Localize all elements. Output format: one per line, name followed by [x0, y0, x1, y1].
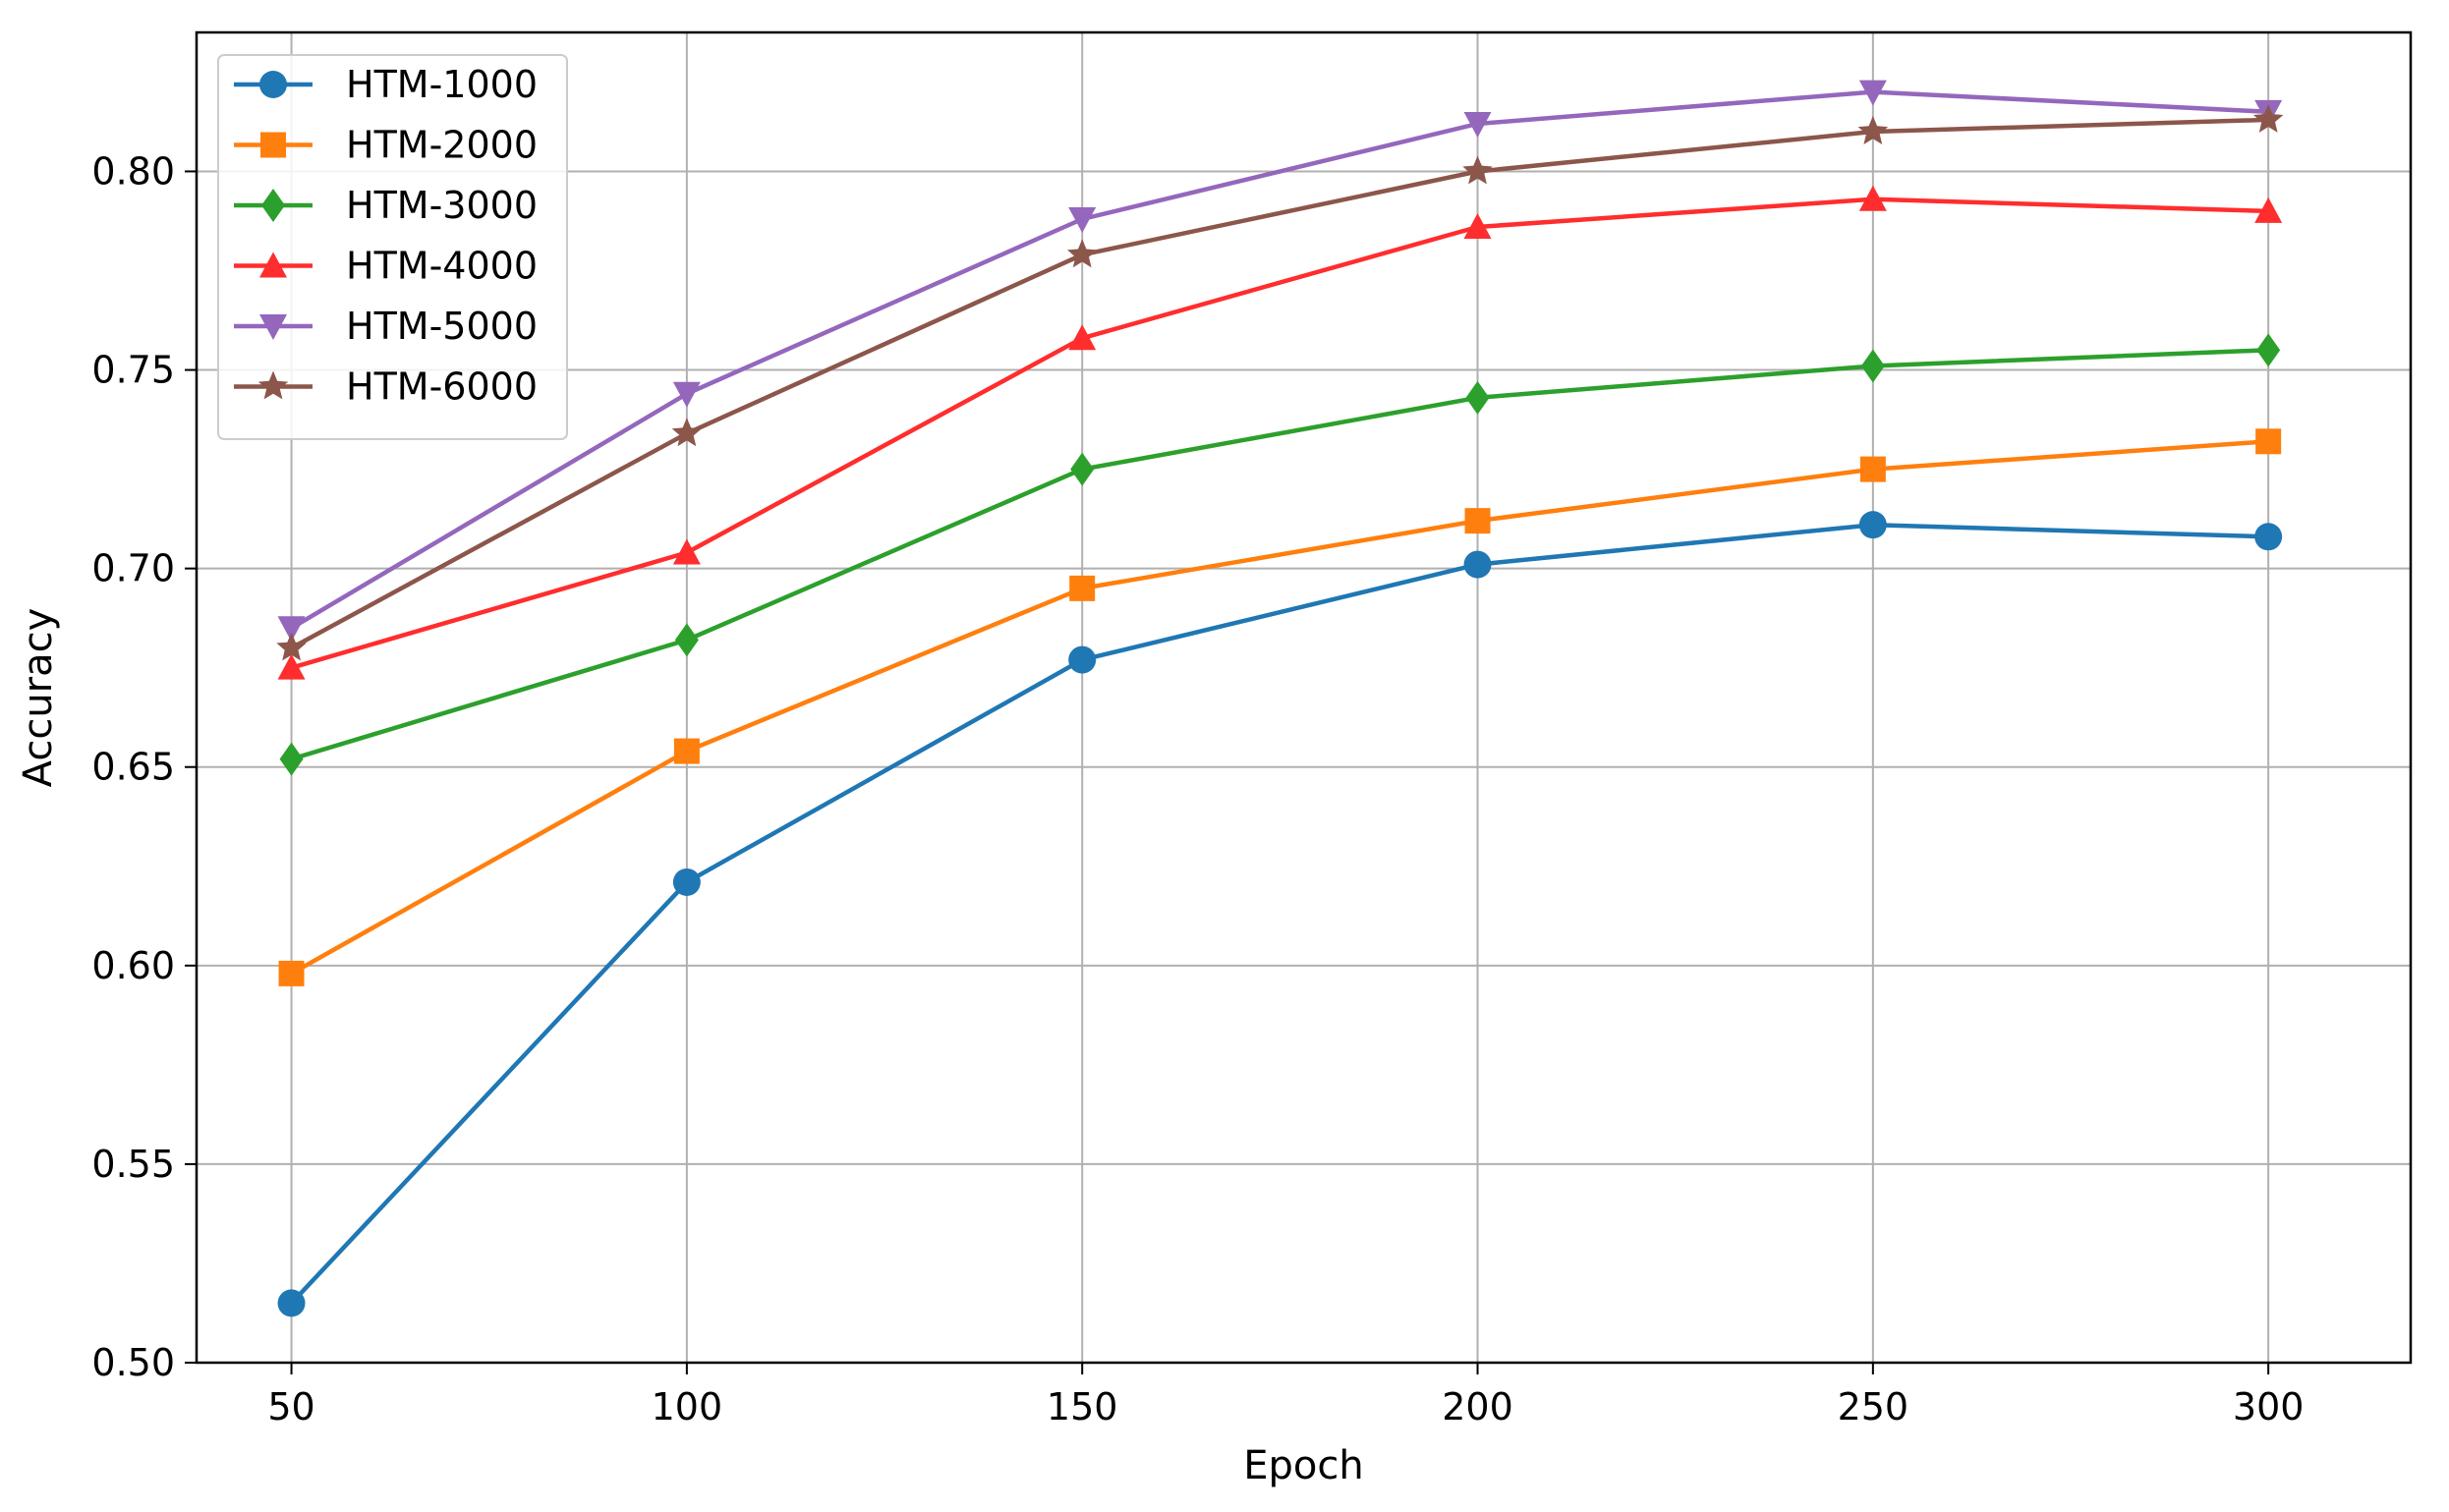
data-point — [1463, 550, 1492, 579]
data-point — [1858, 511, 1887, 539]
series-line — [290, 348, 2269, 761]
legend-marker — [260, 132, 286, 158]
legend: HTM-1000 HTM-2000 HTM-3000 HTM-4000 HTM-5000… — [217, 54, 568, 440]
y-tick-label: 0.55 — [91, 1143, 175, 1186]
series-line — [290, 196, 2269, 670]
legend-box — [217, 54, 568, 440]
data-point — [1463, 111, 1492, 138]
data-point — [277, 616, 306, 643]
series-htm-2000 — [278, 428, 2282, 986]
series-htm-6000 — [276, 103, 2284, 661]
data-point — [1858, 185, 1887, 211]
data-point — [671, 418, 703, 447]
data-point — [674, 623, 699, 657]
series-line — [290, 439, 2269, 976]
data-point — [672, 538, 701, 565]
y-tick-label: 0.60 — [91, 944, 175, 987]
series-htm-3000 — [279, 333, 2281, 776]
data-point — [277, 653, 306, 680]
data-point — [1857, 116, 1889, 144]
data-point — [1068, 645, 1097, 674]
legend-label: HTM-1000 — [346, 63, 538, 106]
legend-label: HTM-5000 — [346, 305, 538, 348]
y-tick-label: 0.75 — [91, 349, 175, 392]
data-point — [1465, 380, 1490, 415]
y-tick-label: 0.65 — [91, 746, 175, 789]
series-htm-1000 — [277, 511, 2283, 1317]
series-htm-5000 — [277, 80, 2283, 643]
data-point — [276, 632, 307, 661]
data-point — [672, 381, 701, 408]
legend-item: HTM-4000 — [234, 245, 538, 288]
data-point — [1859, 456, 1886, 482]
x-tick-label: 100 — [652, 1385, 723, 1428]
y-tick-label: 0.70 — [91, 547, 175, 590]
legend-label: HTM-4000 — [346, 245, 538, 288]
legend-item: HTM-6000 — [234, 365, 538, 409]
series-line — [290, 117, 2269, 650]
data-point — [672, 868, 701, 896]
series-line — [290, 89, 2269, 631]
axis-ticks: 50 100 150 200 250 300 0.50 0.55 0.60 0.65 0.70 0.7… — [91, 149, 2304, 1428]
legend-marker — [259, 71, 287, 98]
legend-item: HTM-5000 — [234, 305, 538, 348]
y-tick-label: 0.50 — [91, 1341, 175, 1384]
legend-label: HTM-2000 — [346, 124, 538, 167]
x-tick-label: 300 — [2233, 1385, 2305, 1428]
legend-marker — [259, 314, 287, 340]
data-point — [1463, 213, 1492, 240]
data-point — [1860, 349, 1885, 383]
data-point — [2255, 428, 2282, 455]
series-layer — [276, 80, 2284, 1317]
x-tick-label: 150 — [1047, 1385, 1118, 1428]
legend-marker — [261, 189, 285, 222]
data-point — [279, 742, 304, 776]
x-tick-label: 50 — [267, 1385, 314, 1428]
data-point — [277, 1289, 306, 1317]
data-point — [2252, 103, 2284, 133]
data-point — [1858, 80, 1887, 106]
data-point — [1070, 452, 1095, 486]
x-axis-label: Epoch — [1243, 1443, 1363, 1488]
legend-item: HTM-2000 — [234, 124, 538, 167]
y-tick-label: 0.80 — [91, 149, 175, 193]
legend-label: HTM-6000 — [346, 365, 538, 409]
legend-marker — [259, 252, 287, 278]
data-point — [1464, 508, 1491, 534]
data-point — [1069, 575, 1096, 601]
series-line — [289, 522, 2269, 1305]
data-point — [2254, 523, 2283, 551]
data-point — [278, 960, 305, 986]
data-point — [2256, 333, 2281, 367]
data-point — [1462, 155, 1493, 185]
x-tick-label: 200 — [1442, 1385, 1513, 1428]
plot-frame — [195, 30, 2413, 1365]
data-point — [1068, 206, 1097, 233]
legend-item: HTM-1000 — [234, 63, 538, 106]
legend-marker — [257, 370, 289, 400]
data-point — [2254, 196, 2283, 223]
data-point — [1068, 324, 1097, 351]
legend-item: HTM-3000 — [234, 184, 538, 227]
series-htm-4000 — [277, 185, 2283, 680]
y-axis-label: Accuracy — [16, 608, 61, 788]
legend-label: HTM-3000 — [346, 184, 538, 227]
data-point — [673, 738, 700, 764]
data-point — [1067, 239, 1098, 268]
x-tick-label: 250 — [1838, 1385, 1909, 1428]
